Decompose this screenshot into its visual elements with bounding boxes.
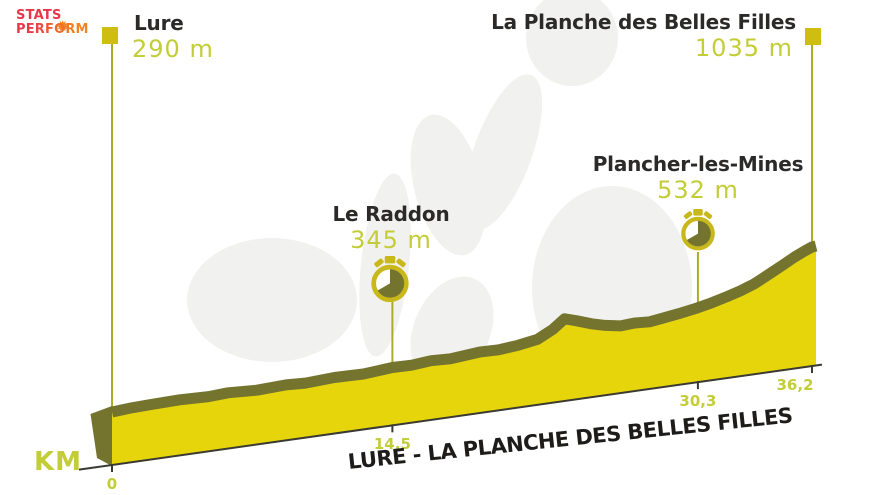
waypoint-name-finish: La Planche des Belles Filles	[491, 10, 796, 34]
waypoint-elevation-finish: 1035 m	[694, 34, 793, 62]
waypoint-name-lure: Lure	[134, 11, 184, 35]
km-tick-label: 14,5	[373, 435, 411, 454]
km-tick-label: 30,3	[679, 392, 717, 411]
elevation-top-edge	[110, 240, 818, 418]
finish-marker	[805, 28, 821, 45]
km-tick-label: 36,2	[776, 376, 814, 395]
elevation-area	[112, 246, 816, 465]
waypoint-elevation-plancher: 532 m	[657, 176, 739, 204]
waypoint-elevation-le-raddon: 345 m	[350, 226, 432, 254]
logo-line1: STATS	[16, 8, 62, 23]
stopwatch-icon	[681, 208, 715, 251]
km-axis	[78, 363, 823, 472]
stopwatch-icon	[371, 256, 409, 303]
stats-perform-logo: ✹ STATS PERFORM	[16, 9, 89, 36]
km-axis-label: KM	[34, 447, 83, 477]
waypoint-name-plancher: Plancher-les-Mines	[592, 152, 804, 176]
km-tick-label: 0	[106, 475, 118, 493]
profile-left-face	[90, 406, 112, 466]
waypoint-name-le-raddon: Le Raddon	[332, 202, 450, 226]
waypoint-elevation-lure: 290 m	[132, 35, 214, 63]
logo-starburst-icon: ✹	[56, 18, 70, 36]
start-marker	[102, 27, 118, 44]
logo-line2: PERFORM	[16, 21, 89, 37]
